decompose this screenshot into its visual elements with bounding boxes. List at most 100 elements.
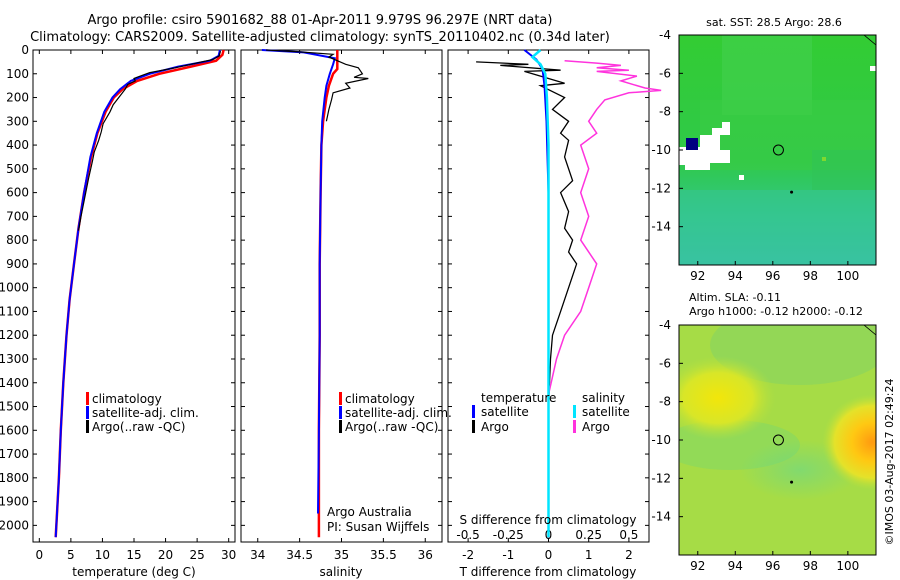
legend-swatch-satellite [86,406,89,419]
x-tick-label: 20 [158,548,173,562]
difference-plot: -2 -1 0 1 2-0.5 -0.25 0 0.25 0.5 [456,49,662,562]
depth-axis: 0 100 200 300 400 500 600 700 800 900 1000 1100 1200… [0,43,649,532]
map-y-tick-label: -4 [659,28,671,42]
x-tick-label: 10 [95,548,110,562]
legend-satellite: satellite-adj. clim. [345,406,452,420]
land-mask [679,122,730,170]
temperature-xlabel: temperature (deg C) [72,565,195,579]
s-tick-label: -0.5 [456,528,479,542]
depth-tick-label: 700 [6,209,29,223]
x-tick-label: 5 [67,548,75,562]
depth-tick-label: 800 [6,233,29,247]
legend-s-argo: Argo [582,420,610,434]
map-y-tick-label: -10 [651,143,671,157]
series-s-argo [547,59,662,538]
map-x-tick-label: 92 [690,559,705,573]
map-x-tick-label: 94 [728,269,743,283]
series-argo-raw-qc- [77,51,222,231]
map-y-tick-label: -14 [651,510,671,524]
x-tick-label: 34 [250,548,265,562]
pi-label: PI: Susan Wijffels [327,520,429,534]
depth-tick-label: 1100 [0,304,29,318]
map-x-tick-label: 98 [803,269,818,283]
depth-tick-label: 1700 [0,447,29,461]
sla-map-title: Altim. SLA: -0.11 [689,291,781,304]
series-s-satellite [530,49,550,538]
depth-tick-label: 1300 [0,352,29,366]
legend-swatch-argo [86,420,89,433]
depth-tick-label: 0 [21,43,29,57]
depth-tick-label: 1500 [0,400,29,414]
x-tick-label: 25 [189,548,204,562]
legend-s-satellite: satellite [582,405,630,419]
x-tick-label: -1 [502,548,514,562]
argo-dot [790,480,794,484]
s-tick-label: 0.25 [575,528,602,542]
temperature-plot: 0 5 10 15 20 25 30 [35,49,236,562]
map-y-tick-label: -12 [651,471,671,485]
legend-t-argo: Argo [481,420,509,434]
x-tick-label: 15 [126,548,141,562]
depth-tick-label: 2000 [0,518,29,532]
legend-satellite: satellite-adj. clim. [92,406,199,420]
legend-salinity-title: salinity [582,391,625,405]
depth-tick-label: 900 [6,257,29,271]
sst-map [679,35,876,265]
depth-tick-label: 1900 [0,495,29,509]
salinity-panel [240,49,443,543]
map-x-tick-label: 96 [765,559,780,573]
salinity-xlabel: salinity [319,565,362,579]
argo-dot [790,190,794,194]
legend-swatch-s-satellite [573,405,576,418]
map-x-tick-label: 94 [728,559,743,573]
series-t-argo [476,61,578,538]
sst-map-title: sat. SST: 28.5 Argo: 28.6 [706,16,842,29]
depth-tick-label: 600 [6,186,29,200]
legend-temperature-title: temperature [481,391,556,405]
map-x-tick-label: 100 [836,559,859,573]
map-x-tick-label: 96 [765,269,780,283]
argo-position-marker [772,144,784,156]
map-y-tick-label: -6 [659,66,671,80]
map-y-tick-label: -14 [651,220,671,234]
figure-title-line1: Argo profile: csiro 5901682_88 01-Apr-20… [87,13,553,28]
x-tick-label: 0 [545,548,553,562]
legend-argo: Argo(..raw -QC) [92,420,185,434]
map-y-tick-label: -4 [659,318,671,332]
legend-swatch-argo [339,420,342,433]
salinity-plot: 34 34.5 35 35.5 36 [250,49,433,562]
series-climatology [54,49,225,538]
depth-tick-label: 1800 [0,471,29,485]
sla-map-axes: 92 94 96 98 100 -4 -6 -8 -10 -12 -14 [651,318,859,573]
x-tick-label: 1 [585,548,593,562]
map-x-tick-label: 92 [690,269,705,283]
salinity-legend: climatology satellite-adj. clim. Argo(..… [339,392,452,434]
map-y-tick-label: -8 [659,395,671,409]
argo-australia-label: Argo Australia [327,505,412,519]
x-tick-label: 35.5 [370,548,397,562]
legend-swatch-climatology [339,392,342,405]
x-tick-label: 30 [221,548,236,562]
depth-tick-label: 300 [6,114,29,128]
x-tick-label: 0 [35,548,43,562]
legend-climatology: climatology [345,392,415,406]
figure-title-line2: Climatology: CARS2009. Satellite-adjuste… [30,30,610,45]
map-y-tick-label: -8 [659,105,671,119]
legend-climatology: climatology [92,392,162,406]
sla-map [679,325,876,555]
map-x-tick-label: 98 [803,559,818,573]
series-satellite-adj-clim- [54,49,221,538]
x-tick-label: 35 [334,548,349,562]
depth-tick-label: 1400 [0,376,29,390]
s-diff-label: S difference from climatology [460,513,637,527]
map-x-tick-label: 100 [836,269,859,283]
depth-tick-label: 1200 [0,328,29,342]
legend-swatch-s-argo [573,420,576,433]
x-tick-label: -2 [462,548,474,562]
depth-tick-label: 400 [6,138,29,152]
difference-legend: temperature satellite Argo salinity sate… [472,391,630,434]
map-y-tick-label: -6 [659,356,671,370]
series-t-satellite [523,49,550,538]
t-diff-xlabel: T difference from climatology [459,565,637,579]
